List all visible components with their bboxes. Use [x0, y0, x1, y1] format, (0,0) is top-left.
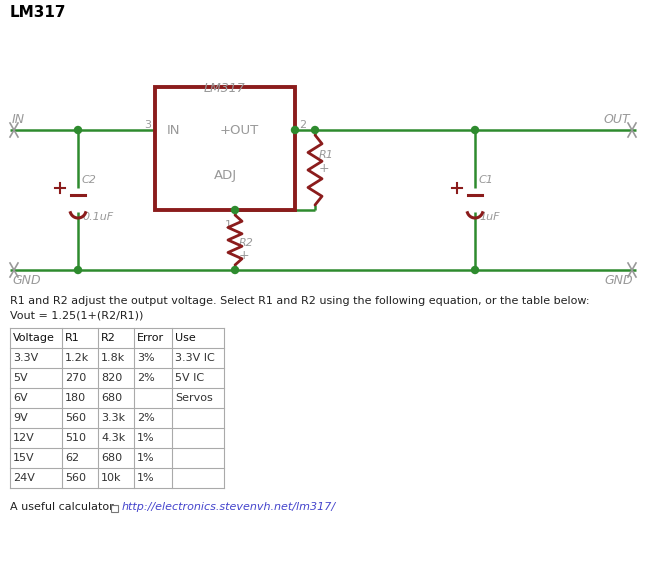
Text: OUT: OUT	[604, 113, 630, 126]
Text: 680: 680	[101, 393, 122, 403]
Text: LM317: LM317	[204, 82, 246, 95]
Text: 180: 180	[65, 393, 86, 403]
Text: R2: R2	[239, 238, 254, 248]
Text: +: +	[239, 249, 249, 262]
Text: Servos: Servos	[175, 393, 213, 403]
Text: 3: 3	[144, 120, 151, 130]
Circle shape	[291, 126, 298, 134]
Circle shape	[472, 126, 479, 134]
Text: LM317: LM317	[10, 5, 67, 20]
Text: 680: 680	[101, 453, 122, 463]
Text: C1: C1	[479, 175, 494, 185]
Text: 12V: 12V	[13, 433, 35, 443]
Text: R2: R2	[101, 333, 116, 343]
Text: 2: 2	[299, 120, 306, 130]
Text: C2: C2	[82, 175, 97, 185]
Text: R1: R1	[319, 150, 334, 160]
Text: 1uF: 1uF	[479, 212, 499, 222]
Text: R1 and R2 adjust the output voltage. Select R1 and R2 using the following equati: R1 and R2 adjust the output voltage. Sel…	[10, 296, 590, 306]
Text: 560: 560	[65, 473, 86, 483]
Text: A useful calculator:: A useful calculator:	[10, 502, 121, 512]
Text: 2%: 2%	[137, 373, 155, 383]
Text: +: +	[319, 162, 329, 175]
Text: 3.3V: 3.3V	[13, 353, 38, 363]
Text: 6V: 6V	[13, 393, 28, 403]
Circle shape	[231, 266, 238, 274]
Text: +OUT: +OUT	[220, 123, 259, 137]
Circle shape	[231, 207, 238, 213]
Text: 2%: 2%	[137, 413, 155, 423]
Text: 1.2k: 1.2k	[65, 353, 89, 363]
Text: IN: IN	[12, 113, 25, 126]
Text: Vout = 1.25(1+(R2/R1)): Vout = 1.25(1+(R2/R1))	[10, 310, 143, 320]
Text: 3.3V IC: 3.3V IC	[175, 353, 214, 363]
Text: GND: GND	[604, 274, 632, 287]
Circle shape	[74, 126, 81, 134]
Text: 820: 820	[101, 373, 122, 383]
Text: 15V: 15V	[13, 453, 35, 463]
Text: 24V: 24V	[13, 473, 35, 483]
Text: 270: 270	[65, 373, 87, 383]
Text: 1.8k: 1.8k	[101, 353, 125, 363]
Text: 3.3k: 3.3k	[101, 413, 125, 423]
Text: 510: 510	[65, 433, 86, 443]
Text: IN: IN	[167, 123, 180, 137]
Text: ADJ: ADJ	[213, 168, 236, 182]
Text: 62: 62	[65, 453, 79, 463]
Circle shape	[311, 126, 318, 134]
Text: GND: GND	[12, 274, 41, 287]
Text: 3%: 3%	[137, 353, 154, 363]
Text: R1: R1	[65, 333, 79, 343]
Text: Use: Use	[175, 333, 196, 343]
Text: 9V: 9V	[13, 413, 28, 423]
Bar	[111, 505, 118, 512]
Text: 10k: 10k	[101, 473, 121, 483]
Text: 5V: 5V	[13, 373, 28, 383]
Text: 4.3k: 4.3k	[101, 433, 125, 443]
Text: Voltage: Voltage	[13, 333, 55, 343]
Text: Error: Error	[137, 333, 164, 343]
Circle shape	[74, 266, 81, 274]
Text: 560: 560	[65, 413, 86, 423]
Text: 1: 1	[225, 220, 232, 230]
Text: http://electronics.stevenvh.net/lm317/: http://electronics.stevenvh.net/lm317/	[121, 502, 335, 512]
Text: 5V IC: 5V IC	[175, 373, 204, 383]
Text: 0.1uF: 0.1uF	[82, 212, 113, 222]
Text: 1%: 1%	[137, 433, 154, 443]
Text: 1%: 1%	[137, 473, 154, 483]
Bar	[155, 87, 295, 210]
Text: 1%: 1%	[137, 453, 154, 463]
Circle shape	[472, 266, 479, 274]
